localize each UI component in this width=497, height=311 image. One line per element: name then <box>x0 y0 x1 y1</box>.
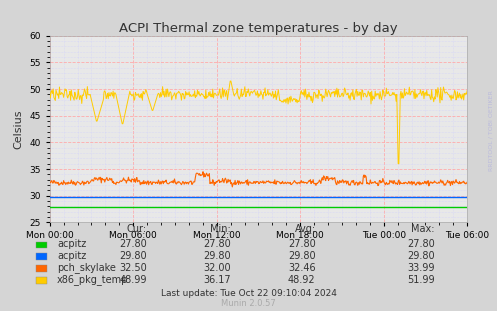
Text: x86_pkg_temp: x86_pkg_temp <box>57 274 129 285</box>
Text: acpitz: acpitz <box>57 251 86 261</box>
Text: pch_skylake: pch_skylake <box>57 262 116 273</box>
Text: 36.17: 36.17 <box>203 275 231 285</box>
Title: ACPI Thermal zone temperatures - by day: ACPI Thermal zone temperatures - by day <box>119 21 398 35</box>
Text: Munin 2.0.57: Munin 2.0.57 <box>221 299 276 308</box>
Text: 32.46: 32.46 <box>288 263 316 273</box>
Text: Avg:: Avg: <box>294 224 316 234</box>
Text: 33.99: 33.99 <box>408 263 435 273</box>
Text: 27.80: 27.80 <box>288 239 316 249</box>
Y-axis label: Celsius: Celsius <box>13 109 24 149</box>
Text: 27.80: 27.80 <box>407 239 435 249</box>
Text: 29.80: 29.80 <box>203 251 231 261</box>
Text: Last update: Tue Oct 22 09:10:04 2024: Last update: Tue Oct 22 09:10:04 2024 <box>161 289 336 298</box>
Text: 32.00: 32.00 <box>203 263 231 273</box>
Text: Min:: Min: <box>210 224 231 234</box>
Text: 29.80: 29.80 <box>119 251 147 261</box>
Text: 48.99: 48.99 <box>119 275 147 285</box>
Text: Cur:: Cur: <box>127 224 147 234</box>
Text: 27.80: 27.80 <box>203 239 231 249</box>
Text: 48.92: 48.92 <box>288 275 316 285</box>
Text: 32.50: 32.50 <box>119 263 147 273</box>
Text: 29.80: 29.80 <box>407 251 435 261</box>
Text: 51.99: 51.99 <box>407 275 435 285</box>
Text: 27.80: 27.80 <box>119 239 147 249</box>
Text: acpitz: acpitz <box>57 239 86 249</box>
Text: 29.80: 29.80 <box>288 251 316 261</box>
Text: RRDTOOL / TOBI OETIKER: RRDTOOL / TOBI OETIKER <box>488 90 493 171</box>
Text: Max:: Max: <box>412 224 435 234</box>
